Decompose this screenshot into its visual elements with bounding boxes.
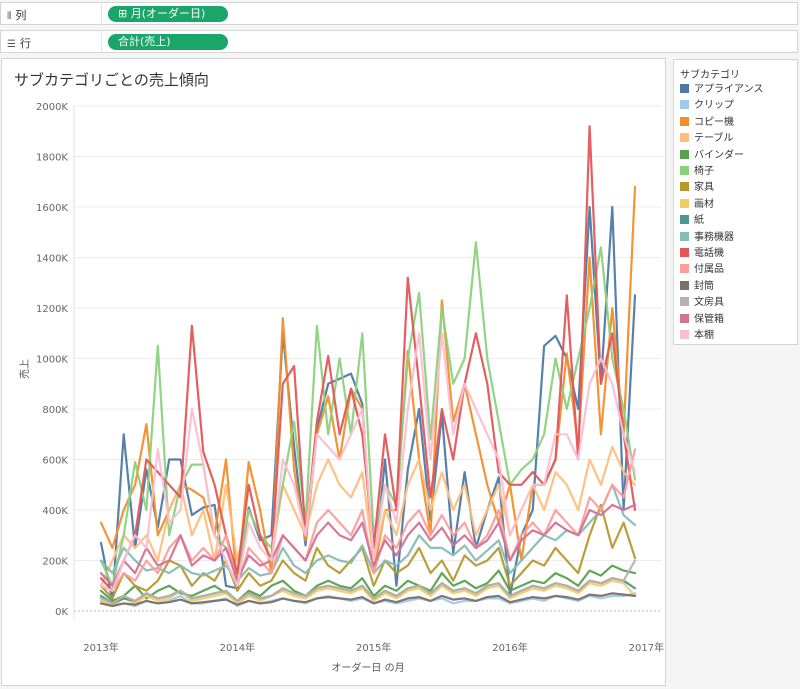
legend-swatch: [680, 280, 689, 290]
shelf-divider: [101, 3, 102, 26]
legend-item[interactable]: テーブル: [680, 131, 733, 147]
columns-icon: ⦀: [7, 11, 12, 22]
legend-label: アプライアンス: [694, 84, 764, 95]
legend-item[interactable]: バインダー: [680, 148, 744, 164]
series-line-3[interactable]: [99, 185, 637, 587]
series-line-8[interactable]: [99, 579, 637, 608]
legend-item[interactable]: 紙: [680, 213, 704, 229]
x-tick-label: 2014年: [220, 641, 255, 654]
series-line-10[interactable]: [99, 483, 637, 582]
legend-label: 事務機器: [694, 231, 734, 243]
x-axis-title: オーダー日 の月: [331, 661, 404, 674]
y-tick-label: 2000K: [36, 102, 68, 113]
chart-title: サブカテゴリごとの売上傾向: [14, 71, 209, 89]
y-tick-label: 1200K: [36, 304, 68, 315]
legend-label: 紙: [694, 215, 704, 227]
legend-label: クリップ: [694, 100, 734, 112]
legend-item[interactable]: 事務機器: [680, 230, 734, 246]
legend-label: 保管箱: [694, 313, 724, 325]
y-tick-label: 1600K: [36, 203, 68, 214]
x-tick-label: 2013年: [83, 641, 118, 654]
legend-item[interactable]: 封筒: [680, 279, 714, 295]
series-line-15[interactable]: [99, 503, 637, 587]
y-tick-label: 1400K: [36, 254, 68, 265]
y-tick-label: 1800K: [36, 153, 68, 164]
rows-shelf-label: ☰ 行: [7, 37, 31, 50]
series-line-14[interactable]: [99, 559, 637, 605]
x-tick-label: 2015年: [356, 641, 391, 654]
legend-item[interactable]: コピー機: [680, 115, 734, 131]
legend-item[interactable]: 本棚: [680, 328, 714, 344]
legend-swatch: [680, 231, 689, 241]
legend-swatch: [680, 264, 689, 274]
legend-item[interactable]: 椅子: [680, 164, 714, 180]
legend-swatch: [680, 149, 689, 159]
shelf-divider: [101, 31, 102, 54]
legend-swatch: [680, 313, 689, 323]
legend-item[interactable]: アプライアンス: [680, 82, 763, 98]
series-line-5[interactable]: [99, 564, 637, 603]
columns-shelf: ⦀ 列 ⊞ 月(オーダー日): [0, 2, 798, 26]
y-tick-label: 600K: [42, 456, 68, 467]
y-axis-title: 売上: [18, 359, 31, 379]
legend-item[interactable]: 家具: [680, 180, 714, 196]
legend-swatch: [680, 166, 689, 175]
legend-label: 付属品: [694, 264, 724, 276]
series-line-13[interactable]: [99, 592, 637, 608]
y-tick-label: 200K: [42, 557, 68, 568]
legend-swatch: [680, 100, 689, 110]
legend-label: 文房具: [694, 297, 724, 309]
legend-swatch: [680, 297, 689, 307]
y-tick-label: 0K: [55, 607, 68, 618]
legend-swatch: [680, 198, 689, 208]
legend-title: サブカテゴリ: [680, 70, 740, 81]
column-pill-month-order-date[interactable]: ⊞ 月(オーダー日): [108, 6, 228, 22]
legend-swatch: [680, 330, 689, 339]
x-tick-label: 2016年: [492, 641, 527, 654]
legend-swatch: [680, 215, 689, 225]
y-tick-label: 1000K: [36, 355, 68, 366]
legend-label: 画材: [694, 198, 714, 210]
legend-swatch: [680, 182, 689, 192]
rows-shelf: ☰ 行 合計(売上): [0, 30, 798, 54]
rows-icon: ☰: [7, 39, 16, 50]
legend-swatch: [680, 116, 689, 126]
legend-item[interactable]: 保管箱: [680, 312, 724, 328]
y-tick-label: 800K: [42, 405, 68, 416]
legend-swatch: [680, 248, 689, 257]
series-line-16[interactable]: [99, 332, 637, 592]
legend-label: 本棚: [694, 330, 714, 341]
legend-swatch: [680, 133, 689, 143]
legend-item[interactable]: 画材: [680, 197, 714, 213]
legend-item[interactable]: 付属品: [680, 262, 724, 278]
series-line-6[interactable]: [99, 241, 637, 587]
legend-item[interactable]: 電話機: [680, 246, 724, 262]
series-line-4[interactable]: [99, 445, 637, 587]
color-legend: サブカテゴリ アプライアンス クリップコピー機テーブルバインダー椅子家具画材紙事務…: [673, 59, 798, 345]
legend-label: テーブル: [694, 133, 734, 145]
legend-swatch: [680, 84, 689, 93]
line-chart[interactable]: 0K 200K 400K 600K 800K 1000K 1200K 1400K 1600K 18…: [2, 59, 665, 685]
y-tick-label: 400K: [42, 506, 68, 517]
x-tick-label: 2017年: [629, 641, 664, 654]
legend-item[interactable]: クリップ: [680, 98, 734, 114]
legend-label: コピー機: [694, 116, 734, 128]
legend-label: バインダー: [694, 149, 744, 161]
legend-item[interactable]: 文房具: [680, 295, 724, 311]
viz-worksheet: 0K 200K 400K 600K 800K 1000K 1200K 1400K 1600K 18…: [1, 58, 666, 686]
legend-label: 封筒: [694, 280, 714, 292]
legend-label: 電話機: [694, 248, 724, 259]
series-line-7[interactable]: [99, 503, 637, 600]
legend-label: 家具: [694, 182, 714, 194]
legend-label: 椅子: [694, 166, 714, 177]
row-pill-sum-sales[interactable]: 合計(売上): [108, 34, 228, 50]
columns-shelf-label: ⦀ 列: [7, 9, 27, 22]
